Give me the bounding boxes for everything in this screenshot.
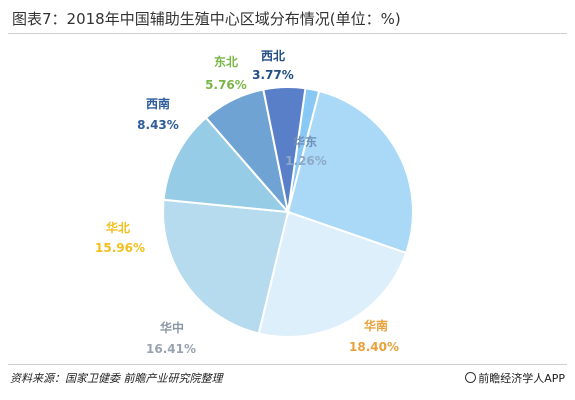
pie-slice-西北	[262, 86, 307, 213]
slice-value-label: 8.43%	[137, 118, 179, 132]
slice-name-label: 西南	[146, 96, 170, 111]
pie-slice-华北	[162, 198, 290, 335]
brand-text: 前瞻经济学人APP	[478, 372, 565, 385]
title-divider	[8, 33, 567, 34]
slice-value-label: 18.40%	[349, 340, 399, 354]
source-note: 资料来源：国家卫健委 前瞻产业研究院整理	[10, 372, 223, 385]
slice-name-label: 西北	[261, 48, 285, 63]
chart-title: 图表7：2018年中国辅助生殖中心区域分布情况(单位：%)	[12, 10, 401, 28]
pie-slice-西南	[162, 116, 291, 214]
slice-value-label: 15.96%	[95, 241, 145, 255]
slice-value-label: 3.77%	[252, 68, 294, 82]
footer-divider	[8, 364, 567, 365]
pie-slice-华南	[286, 89, 414, 255]
pie-slice-华中	[257, 210, 408, 338]
slice-name-label: 华中	[160, 320, 184, 335]
slice-value-label: 5.76%	[205, 78, 247, 92]
slice-name-label: 华东	[293, 134, 317, 149]
slice-name-label: 华北	[106, 220, 130, 235]
slice-name-label: 华南	[364, 318, 388, 333]
slice-name-label: 东北	[214, 54, 238, 69]
slice-value-label: 16.41%	[146, 342, 196, 356]
slice-value-label: 1.26%	[285, 154, 327, 168]
brand-label: 前瞻经济学人APP	[465, 370, 565, 386]
brand-logo-icon	[465, 372, 477, 383]
